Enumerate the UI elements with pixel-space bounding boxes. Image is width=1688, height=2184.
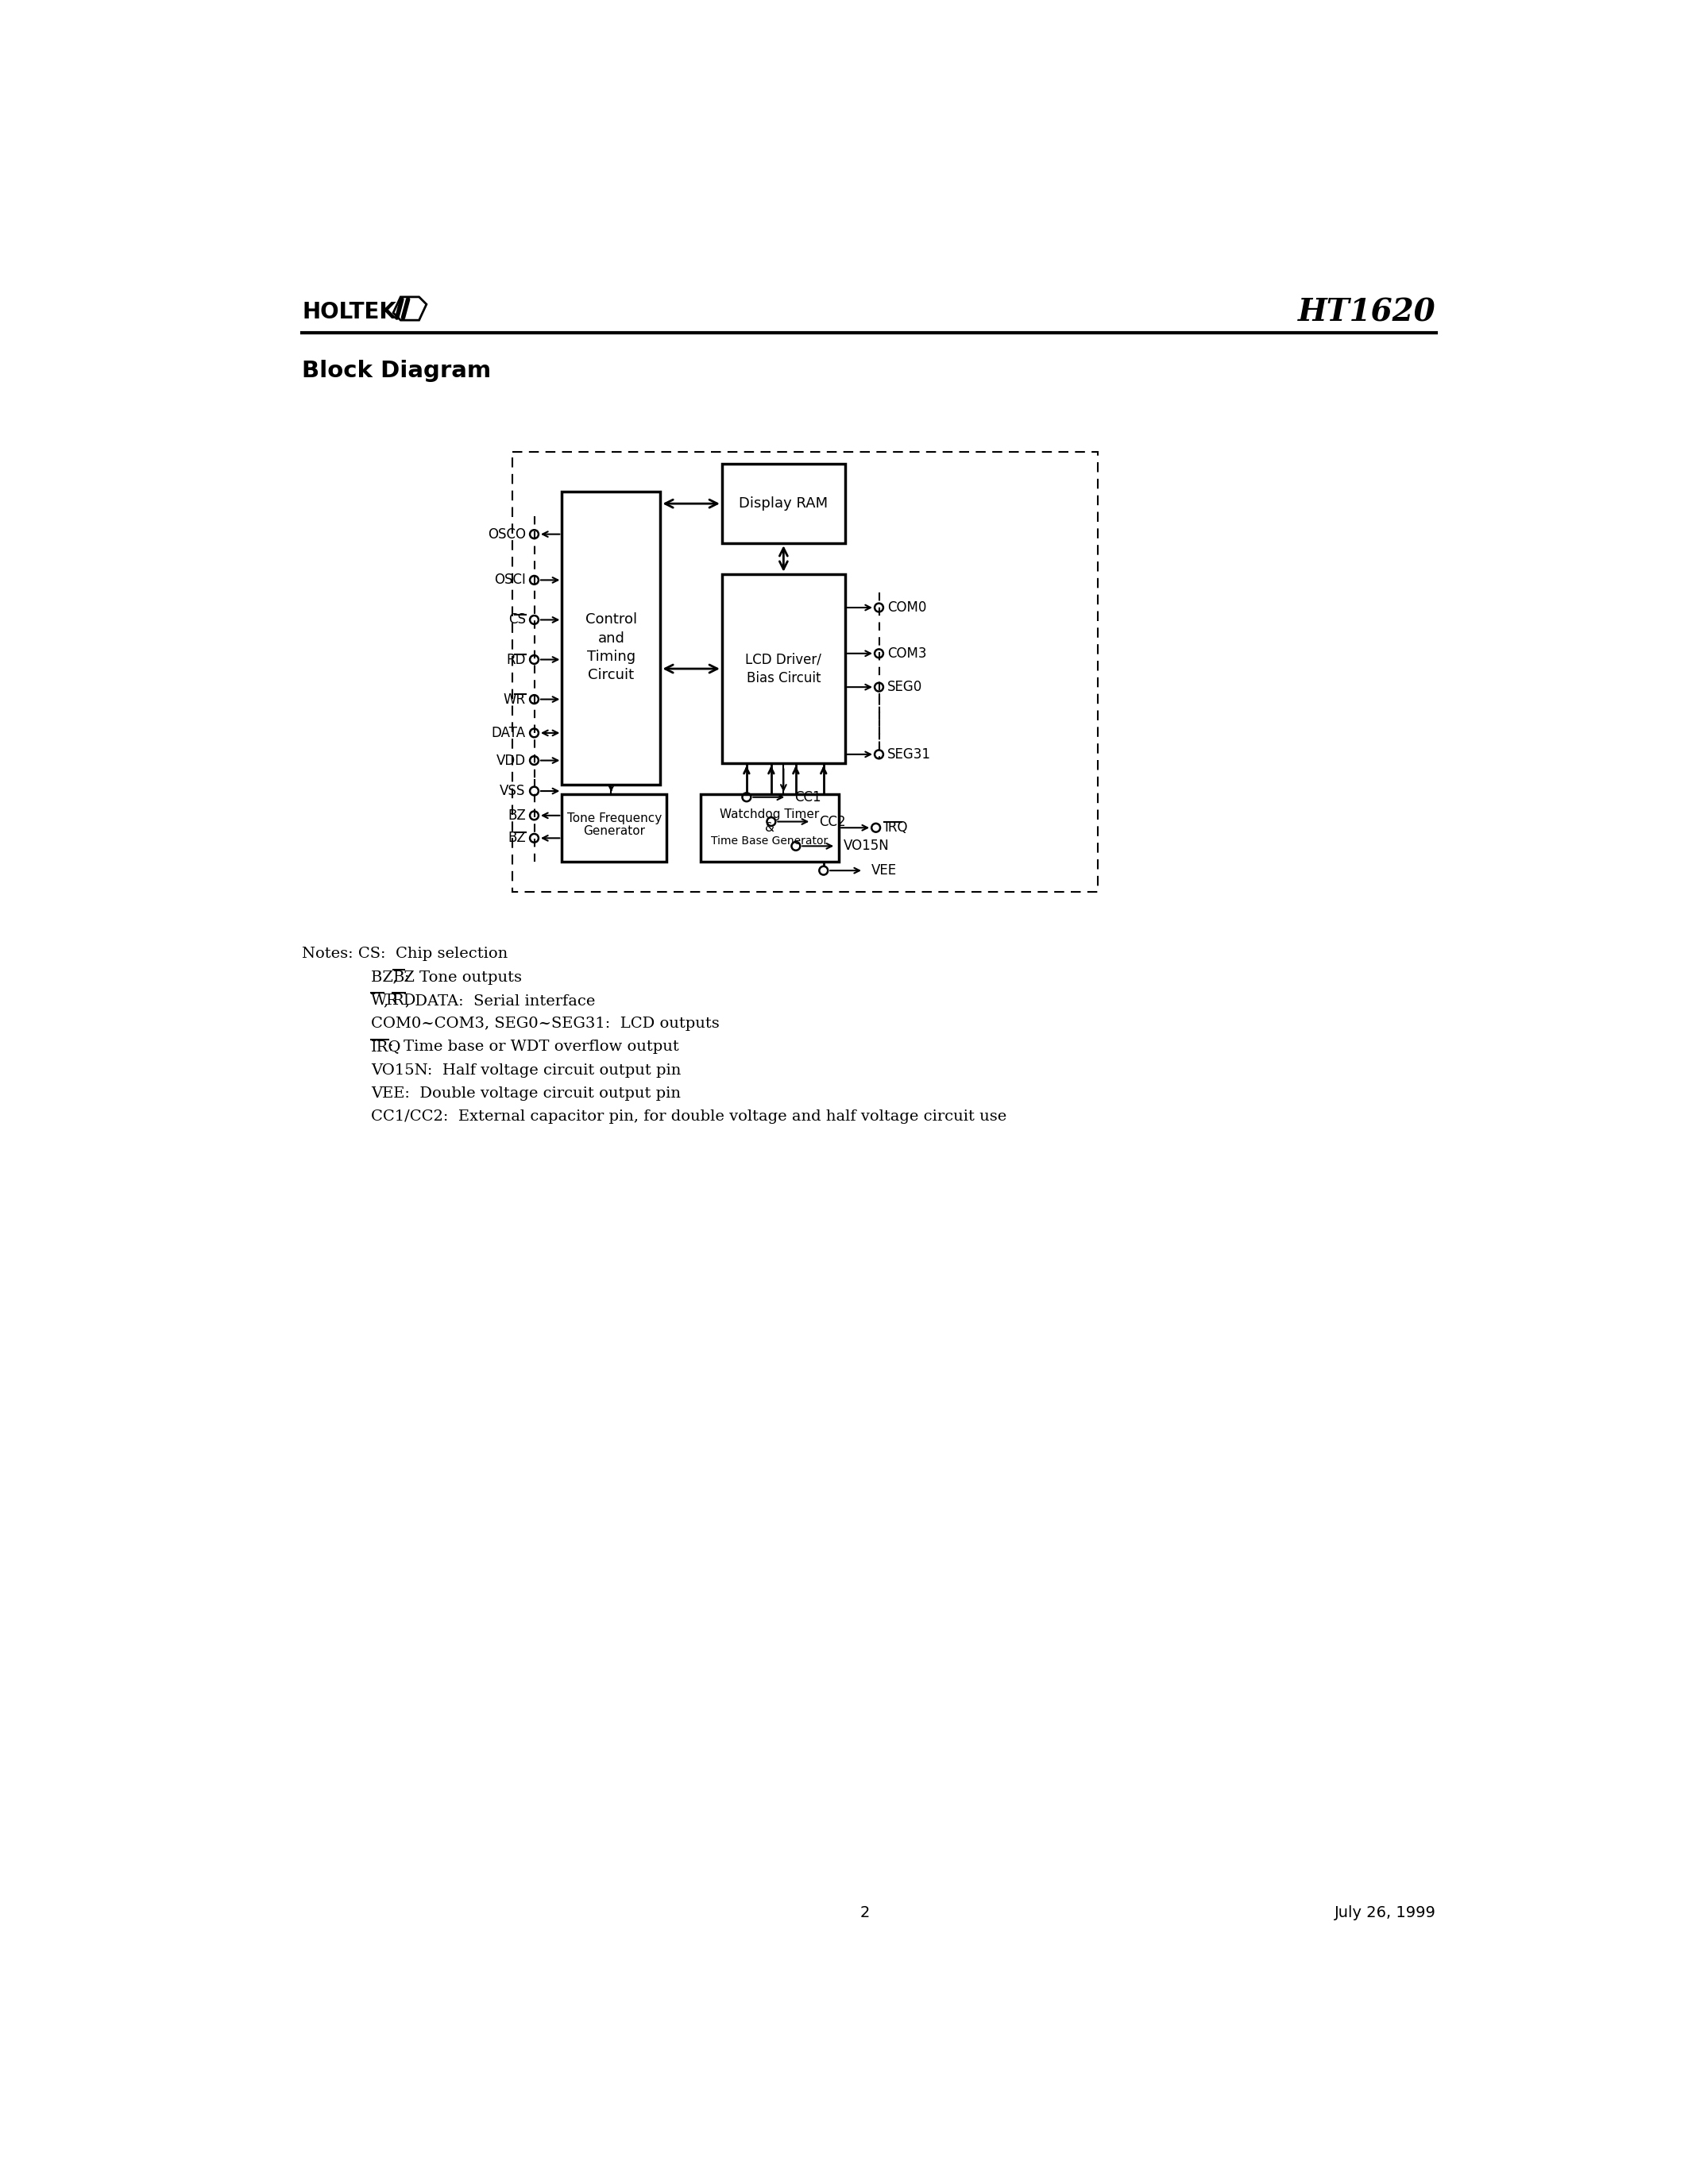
- Text: Block Diagram: Block Diagram: [302, 360, 491, 382]
- Text: IRQ: IRQ: [371, 1040, 402, 1055]
- Text: WR: WR: [371, 994, 398, 1007]
- Text: LCD Driver/: LCD Driver/: [746, 653, 822, 666]
- Text: OSCI: OSCI: [495, 572, 525, 587]
- Text: 2: 2: [859, 1907, 869, 1920]
- Text: Bias Circuit: Bias Circuit: [746, 670, 820, 686]
- Text: Tone Frequency: Tone Frequency: [567, 812, 662, 826]
- Text: BZ,: BZ,: [371, 970, 403, 985]
- Text: Timing: Timing: [587, 649, 635, 664]
- Text: VO15N: VO15N: [844, 839, 890, 854]
- Text: COM0~COM3, SEG0~SEG31:  LCD outputs: COM0~COM3, SEG0~SEG31: LCD outputs: [371, 1018, 719, 1031]
- Text: VSS: VSS: [500, 784, 525, 797]
- Text: Notes: CS:  Chip selection: Notes: CS: Chip selection: [302, 948, 508, 961]
- Text: HOLTEK: HOLTEK: [302, 301, 397, 323]
- Text: , DATA:  Serial interface: , DATA: Serial interface: [405, 994, 596, 1007]
- Text: Circuit: Circuit: [587, 668, 635, 681]
- Text: Generator: Generator: [584, 826, 645, 836]
- Text: COM3: COM3: [888, 646, 927, 660]
- FancyBboxPatch shape: [701, 795, 839, 860]
- Text: RD: RD: [393, 994, 417, 1007]
- Text: BZ: BZ: [393, 970, 415, 985]
- Text: COM0: COM0: [888, 601, 927, 614]
- Text: RD: RD: [506, 653, 525, 666]
- Text: VEE:  Double voltage circuit output pin: VEE: Double voltage circuit output pin: [371, 1085, 680, 1101]
- Text: Display RAM: Display RAM: [739, 496, 829, 511]
- Text: July 26, 1999: July 26, 1999: [1335, 1907, 1436, 1920]
- Text: VEE: VEE: [871, 863, 896, 878]
- FancyBboxPatch shape: [722, 574, 846, 764]
- Text: &: &: [765, 821, 775, 834]
- Text: Watchdog Timer: Watchdog Timer: [719, 808, 819, 821]
- Text: CC1/CC2:  External capacitor pin, for double voltage and half voltage circuit us: CC1/CC2: External capacitor pin, for dou…: [371, 1109, 1006, 1125]
- Text: CC2: CC2: [819, 815, 846, 828]
- FancyBboxPatch shape: [513, 452, 1097, 891]
- Text: Control: Control: [586, 614, 636, 627]
- Text: DATA: DATA: [491, 725, 525, 740]
- Text: OSCO: OSCO: [488, 526, 525, 542]
- Text: BZ: BZ: [508, 830, 525, 845]
- Text: ,: ,: [383, 994, 393, 1007]
- Text: SEG31: SEG31: [888, 747, 932, 762]
- FancyBboxPatch shape: [562, 491, 660, 784]
- Text: Time Base Generator: Time Base Generator: [711, 836, 829, 847]
- Text: and: and: [598, 631, 625, 644]
- Text: :  Tone outputs: : Tone outputs: [405, 970, 522, 985]
- Text: :  Time base or WDT overflow output: : Time base or WDT overflow output: [388, 1040, 679, 1055]
- Text: SEG0: SEG0: [888, 679, 923, 695]
- Text: CS: CS: [508, 614, 525, 627]
- Text: WR: WR: [503, 692, 525, 705]
- Text: CC1: CC1: [795, 791, 822, 804]
- Text: VO15N:  Half voltage circuit output pin: VO15N: Half voltage circuit output pin: [371, 1064, 682, 1077]
- Text: HT1620: HT1620: [1298, 297, 1436, 328]
- Text: IRQ: IRQ: [885, 821, 908, 834]
- Text: BZ: BZ: [508, 808, 525, 823]
- FancyBboxPatch shape: [562, 795, 667, 860]
- Text: VDD: VDD: [496, 753, 525, 767]
- FancyBboxPatch shape: [722, 463, 846, 544]
